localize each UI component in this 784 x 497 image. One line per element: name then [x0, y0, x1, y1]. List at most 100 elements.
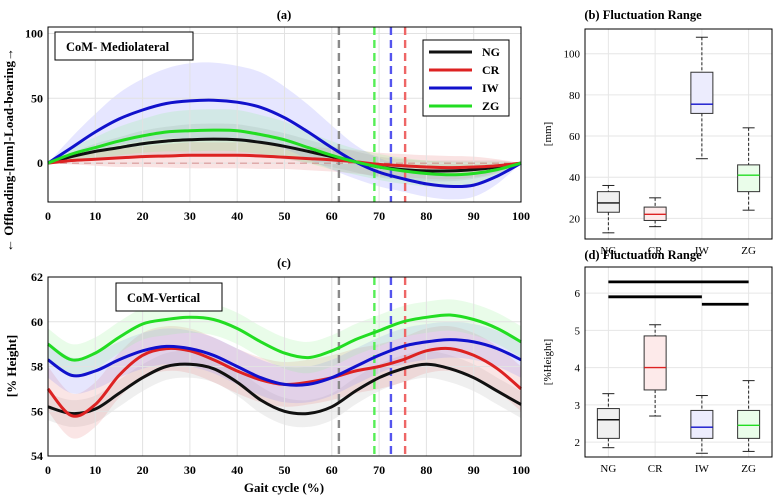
a-x-tick-4: 40	[231, 209, 243, 223]
d-iqr-cr	[643, 335, 667, 391]
b-iqr-ng	[596, 191, 620, 213]
c-y-tick-2: 58	[31, 360, 43, 374]
c-annotation-box: CoM-Vertical	[115, 282, 223, 312]
d-box-ng	[596, 393, 620, 449]
c-y-tick-labels: 54 56 58 60 62	[31, 270, 43, 463]
b-y-tick-3: 80	[569, 90, 581, 102]
a-x-tick-2: 20	[137, 209, 149, 223]
c-x-tick-7: 70	[373, 463, 385, 477]
d-box-plots	[596, 324, 761, 454]
c-event-lines	[337, 277, 407, 456]
d-y-tick-0: 2	[575, 437, 581, 449]
a-x-tick-5: 50	[279, 209, 291, 223]
b-y-tick-4: 100	[564, 49, 581, 61]
c-x-tick-labels: 0 10 20 30 40 50 60 70 80 90 100	[45, 463, 530, 477]
c-x-tick-5: 50	[279, 463, 291, 477]
a-annotation-text: CoM- Mediolateral	[66, 40, 170, 54]
d-y-tick-1: 3	[575, 400, 581, 412]
b-box-plots	[596, 36, 761, 234]
c-x-tick-0: 0	[45, 463, 51, 477]
c-line-zg	[47, 313, 522, 362]
a-y-tick-0: 0	[37, 156, 43, 170]
c-x-tick-8: 80	[420, 463, 432, 477]
a-x-tick-3: 30	[184, 209, 196, 223]
a-line-ng	[47, 137, 522, 173]
a-x-tick-1: 10	[89, 209, 101, 223]
b-x-tick-iw: IW	[695, 245, 710, 257]
panel-d-title: (d) Fluctuation Range	[584, 248, 702, 262]
legend-label-zg: ZG	[482, 99, 499, 113]
d-box-zg	[737, 380, 761, 452]
b-iqr-iw	[690, 71, 714, 114]
d-x-tick-zg: ZG	[741, 463, 756, 475]
b-x-tick-zg: ZG	[741, 245, 756, 257]
c-y-axis-label: [% Height]	[4, 335, 19, 397]
c-y-tick-1: 56	[31, 404, 43, 418]
a-x-tick-8: 80	[420, 209, 432, 223]
d-y-axis-label: [%Height]	[542, 339, 554, 385]
b-plot-frame	[584, 28, 773, 240]
panel-b-title: (b) Fluctuation Range	[584, 8, 702, 22]
legend: NG CR IW ZG	[422, 39, 510, 117]
b-box-zg	[737, 127, 761, 211]
d-plot-frame	[584, 266, 773, 458]
d-box-cr	[643, 324, 667, 417]
a-x-tick-7: 70	[373, 209, 385, 223]
c-plot-frame	[47, 276, 522, 457]
a-annotation-box: CoM- Mediolateral	[54, 31, 194, 61]
panel-a-label: (a)	[277, 8, 292, 22]
d-significance-bars	[608, 280, 749, 306]
b-y-axis-label: [mm]	[542, 122, 554, 146]
d-iqr-iw	[690, 409, 714, 439]
a-x-tick-10: 100	[512, 209, 530, 223]
c-x-tick-1: 10	[89, 463, 101, 477]
b-box-cr	[643, 197, 667, 228]
c-line-ng	[47, 362, 522, 416]
a-y-tick-labels: 0 50 100	[25, 26, 43, 170]
a-line-iw	[47, 98, 522, 189]
a-y-tick-1: 50	[31, 91, 43, 105]
d-y-tick-labels: 2 3 4 5 6	[575, 288, 581, 449]
c-x-tick-6: 60	[326, 463, 338, 477]
b-iqr-zg	[737, 164, 761, 193]
a-y-tick-2: 100	[25, 26, 43, 40]
panel-b-fluctuation-range: (b) Fluctuation Range 20 40 60 80 100 NG CR IW…	[542, 8, 773, 257]
b-x-tick-cr: CR	[648, 245, 663, 257]
b-y-tick-1: 40	[569, 172, 581, 184]
d-x-tick-ng: NG	[600, 463, 616, 475]
d-iqr-zg	[737, 409, 761, 439]
panel-c-label: (c)	[277, 256, 291, 270]
a-plot-frame	[47, 26, 522, 203]
legend-label-ng: NG	[482, 45, 500, 59]
a-x-tick-9: 90	[468, 209, 480, 223]
b-y-tick-2: 60	[569, 131, 581, 143]
b-x-tick-ng: NG	[600, 245, 616, 257]
c-annotation-text: CoM-Vertical	[127, 291, 201, 305]
d-y-tick-3: 5	[575, 325, 581, 337]
a-line-cr	[47, 153, 522, 170]
b-box-ng	[596, 184, 620, 234]
b-x-tick-labels: NG CR IW ZG	[600, 245, 756, 257]
d-x-tick-iw: IW	[695, 463, 710, 475]
d-iqr-ng	[596, 408, 620, 439]
b-y-tick-0: 20	[569, 213, 581, 225]
c-y-tick-4: 62	[31, 270, 43, 284]
panel-d-fluctuation-range: (d) Fluctuation Range 2 3 4 5 6 NG CR IW ZG [%H…	[542, 248, 773, 475]
d-y-tick-2: 4	[575, 363, 581, 375]
d-y-tick-4: 6	[575, 288, 581, 300]
legend-label-iw: IW	[482, 81, 499, 95]
c-band-iw	[48, 321, 521, 404]
c-x-tick-2: 20	[137, 463, 149, 477]
c-y-tick-3: 60	[31, 315, 43, 329]
c-x-tick-9: 90	[468, 463, 480, 477]
c-x-axis-label: Gait cycle (%)	[244, 480, 324, 495]
d-x-tick-cr: CR	[648, 463, 663, 475]
a-x-tick-0: 0	[45, 209, 51, 223]
c-series-lines	[46, 313, 522, 418]
c-x-tick-10: 100	[512, 463, 530, 477]
a-x-tick-6: 60	[326, 209, 338, 223]
d-x-tick-labels: NG CR IW ZG	[600, 463, 756, 475]
panel-a-mediolateral: (a) 0 10 20 30 40 50 60 70 80 90 100 0 50 100 CoM- M…	[25, 8, 530, 223]
b-box-iw	[690, 36, 714, 160]
